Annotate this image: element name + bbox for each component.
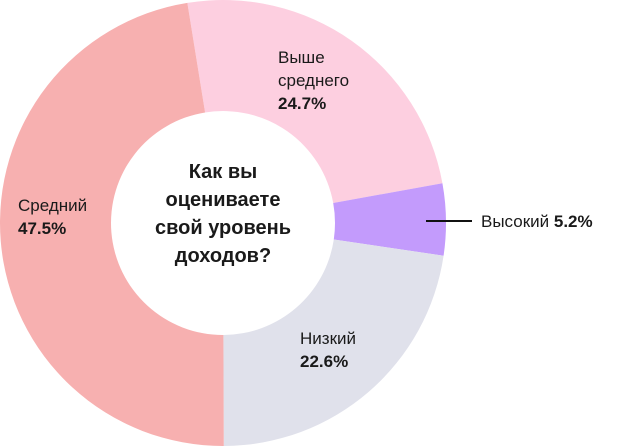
chart-title: Как вы оцениваете свой уровень доходов?: [154, 161, 292, 267]
slice-label-low: Низкий 22.6%: [300, 329, 356, 371]
slice-1: [333, 183, 446, 256]
slice-label-average: Средний 47.5%: [18, 196, 88, 238]
slice-2: [223, 239, 444, 446]
slice-3: [0, 2, 224, 446]
slice-label-high: Высокий 5.2%: [481, 212, 593, 231]
slice-label-above-average: Выше среднего 24.7%: [278, 48, 350, 113]
slice-0: [187, 0, 443, 204]
